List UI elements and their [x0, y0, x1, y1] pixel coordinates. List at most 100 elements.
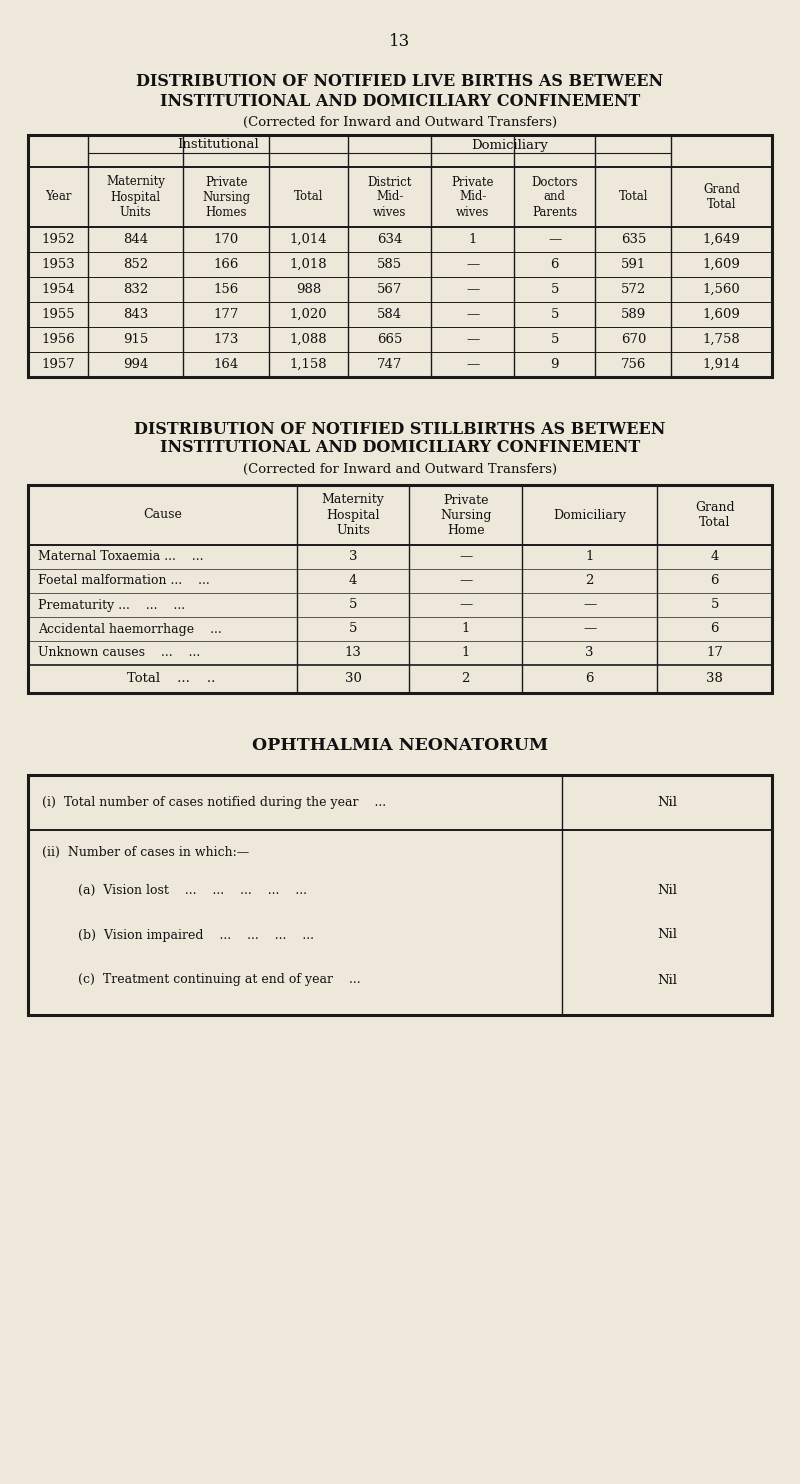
Text: Private
Mid-
wives: Private Mid- wives: [451, 175, 494, 218]
Text: Nil: Nil: [657, 974, 677, 987]
Text: 2: 2: [462, 672, 470, 686]
Text: (Corrected for Inward and Outward Transfers): (Corrected for Inward and Outward Transf…: [243, 116, 557, 129]
Text: 1,609: 1,609: [703, 309, 741, 321]
Text: —: —: [466, 283, 479, 295]
Text: 584: 584: [377, 309, 402, 321]
Text: —: —: [466, 258, 479, 272]
Text: (ii)  Number of cases in which:—: (ii) Number of cases in which:—: [42, 846, 250, 859]
Text: 6: 6: [550, 258, 559, 272]
Text: 1954: 1954: [42, 283, 75, 295]
Text: Grand
Total: Grand Total: [695, 502, 734, 528]
Text: 13: 13: [345, 647, 362, 659]
Text: 5: 5: [550, 283, 559, 295]
Text: 30: 30: [345, 672, 362, 686]
Text: 5: 5: [550, 309, 559, 321]
Text: Prematurity ...    ...    ...: Prematurity ... ... ...: [38, 598, 185, 611]
Text: 665: 665: [377, 332, 402, 346]
Text: —: —: [466, 332, 479, 346]
Text: 5: 5: [349, 598, 358, 611]
Text: 1953: 1953: [41, 258, 75, 272]
Text: —: —: [548, 233, 562, 246]
Text: 1,020: 1,020: [290, 309, 327, 321]
Text: Maternity
Hospital
Units: Maternity Hospital Units: [106, 175, 165, 218]
Text: (Corrected for Inward and Outward Transfers): (Corrected for Inward and Outward Transf…: [243, 463, 557, 475]
Text: 1,158: 1,158: [290, 358, 327, 371]
Text: —: —: [459, 598, 472, 611]
Text: 844: 844: [123, 233, 148, 246]
Text: —: —: [459, 551, 472, 564]
Text: 747: 747: [377, 358, 402, 371]
Text: (b)  Vision impaired    ...    ...    ...    ...: (b) Vision impaired ... ... ... ...: [78, 929, 314, 941]
Text: 1,560: 1,560: [703, 283, 741, 295]
Text: 1: 1: [586, 551, 594, 564]
Text: 38: 38: [706, 672, 723, 686]
Text: INSTITUTIONAL AND DOMICILIARY CONFINEMENT: INSTITUTIONAL AND DOMICILIARY CONFINEMEN…: [160, 92, 640, 110]
Text: 1952: 1952: [42, 233, 75, 246]
Text: Foetal malformation ...    ...: Foetal malformation ... ...: [38, 574, 210, 588]
Text: 5: 5: [550, 332, 559, 346]
Text: 1955: 1955: [42, 309, 75, 321]
Text: 832: 832: [123, 283, 148, 295]
Text: Doctors
and
Parents: Doctors and Parents: [531, 175, 578, 218]
Text: 852: 852: [123, 258, 148, 272]
Text: Accidental haemorrhage    ...: Accidental haemorrhage ...: [38, 622, 222, 635]
Text: 1,088: 1,088: [290, 332, 327, 346]
Text: (a)  Vision lost    ...    ...    ...    ...    ...: (a) Vision lost ... ... ... ... ...: [78, 883, 307, 896]
Text: Private
Nursing
Home: Private Nursing Home: [440, 494, 491, 537]
Text: Total: Total: [294, 190, 323, 203]
Text: 2: 2: [586, 574, 594, 588]
Text: 156: 156: [214, 283, 238, 295]
Text: Nil: Nil: [657, 883, 677, 896]
Text: 589: 589: [621, 309, 646, 321]
Text: 1,014: 1,014: [290, 233, 327, 246]
Text: 1,609: 1,609: [703, 258, 741, 272]
Text: 9: 9: [550, 358, 559, 371]
Text: 1957: 1957: [41, 358, 75, 371]
Text: OPHTHALMIA NEONATORUM: OPHTHALMIA NEONATORUM: [252, 736, 548, 754]
Text: 170: 170: [214, 233, 238, 246]
Text: 4: 4: [349, 574, 358, 588]
Text: District
Mid-
wives: District Mid- wives: [367, 175, 412, 218]
Bar: [28, 135, 772, 377]
Text: Domiciliary: Domiciliary: [471, 138, 548, 151]
Text: 3: 3: [349, 551, 358, 564]
Text: 635: 635: [621, 233, 646, 246]
Text: —: —: [466, 358, 479, 371]
Text: Institutional: Institutional: [177, 138, 259, 151]
Text: 843: 843: [123, 309, 148, 321]
Text: 1,018: 1,018: [290, 258, 327, 272]
Text: (i)  Total number of cases notified during the year    ...: (i) Total number of cases notified durin…: [42, 795, 386, 809]
Text: 1: 1: [462, 622, 470, 635]
Text: 17: 17: [706, 647, 723, 659]
Text: Total    ...    ..: Total ... ..: [110, 672, 215, 686]
Text: DISTRIBUTION OF NOTIFIED LIVE BIRTHS AS BETWEEN: DISTRIBUTION OF NOTIFIED LIVE BIRTHS AS …: [137, 74, 663, 91]
Bar: [28, 775, 772, 1015]
Text: 177: 177: [214, 309, 239, 321]
Text: Maternal Toxaemia ...    ...: Maternal Toxaemia ... ...: [38, 551, 203, 564]
Text: 567: 567: [377, 283, 402, 295]
Text: Domiciliary: Domiciliary: [553, 509, 626, 521]
Text: Nil: Nil: [657, 795, 677, 809]
Text: 915: 915: [123, 332, 148, 346]
Text: DISTRIBUTION OF NOTIFIED STILLBIRTHS AS BETWEEN: DISTRIBUTION OF NOTIFIED STILLBIRTHS AS …: [134, 420, 666, 438]
Text: —: —: [459, 574, 472, 588]
Text: Cause: Cause: [143, 509, 182, 521]
Text: 166: 166: [214, 258, 239, 272]
Text: 988: 988: [296, 283, 322, 295]
Text: (c)  Treatment continuing at end of year    ...: (c) Treatment continuing at end of year …: [78, 974, 361, 987]
Text: 1956: 1956: [41, 332, 75, 346]
Text: 6: 6: [710, 574, 719, 588]
Text: 3: 3: [586, 647, 594, 659]
Text: 994: 994: [122, 358, 148, 371]
Text: 5: 5: [349, 622, 358, 635]
Bar: [28, 485, 772, 693]
Text: Private
Nursing
Homes: Private Nursing Homes: [202, 175, 250, 218]
Text: 756: 756: [621, 358, 646, 371]
Text: Grand
Total: Grand Total: [703, 183, 740, 211]
Text: Year: Year: [45, 190, 71, 203]
Text: 6: 6: [710, 622, 719, 635]
Text: 6: 6: [586, 672, 594, 686]
Text: 585: 585: [377, 258, 402, 272]
Text: 1: 1: [462, 647, 470, 659]
Text: 5: 5: [710, 598, 719, 611]
